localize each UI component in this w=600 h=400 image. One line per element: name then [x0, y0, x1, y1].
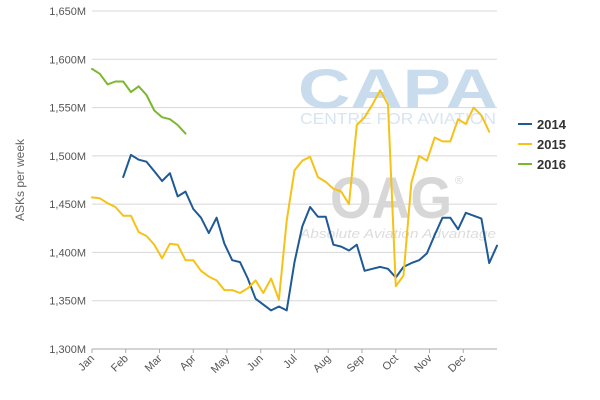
x-tick-label: May [209, 352, 233, 376]
capa-tagline: CENTRE FOR AVIATION [300, 111, 496, 128]
x-tick-label: Oct [380, 353, 401, 374]
x-tick-label: Nov [412, 352, 435, 375]
oag-registered-mark: ® [455, 175, 463, 187]
y-tick-label: 1,650M [49, 6, 86, 18]
y-tick-label: 1,300M [49, 344, 86, 356]
oag-tagline: Absolute Aviation Advantage [299, 226, 496, 241]
x-tick-label: Dec [446, 352, 469, 375]
y-tick-label: 1,600M [49, 54, 86, 66]
series-lines [91, 67, 498, 312]
x-tick-label: Jun [245, 353, 266, 374]
legend-label-2016: 2016 [537, 157, 566, 172]
y-tick-label: 1,350M [49, 296, 86, 308]
x-tick-label: Sep [345, 353, 367, 375]
capa-logo: CAPA CENTRE FOR AVIATION [298, 57, 498, 128]
y-tick-label: 1,500M [49, 151, 86, 163]
legend-label-2015: 2015 [537, 137, 566, 152]
y-tick-label: 1,450M [49, 199, 86, 211]
series-line-2016 [91, 67, 187, 135]
y-axis-label: ASKs per week [13, 138, 27, 221]
x-axis: Jan Feb Mar Apr May Jun Jul Aug Sep Oct Nov Dec [76, 348, 497, 376]
legend: 2014 2015 2016 [518, 117, 567, 172]
y-axis: 1,300M 1,350M 1,400M 1,450M 1,500M 1,550M 1,60… [49, 6, 86, 356]
legend-label-2014: 2014 [537, 117, 567, 132]
x-tick-label: Jul [281, 353, 299, 371]
y-tick-label: 1,400M [49, 247, 86, 259]
x-tick-label: Aug [311, 353, 333, 375]
series-line-2015 [91, 89, 491, 301]
y-tick-label: 1,550M [49, 103, 86, 115]
x-tick-label: Mar [143, 352, 165, 374]
series-line-2014 [122, 153, 498, 312]
x-tick-label: Apr [178, 352, 199, 373]
x-tick-label: Feb [109, 353, 131, 375]
capa-logo-text: CAPA [298, 57, 498, 120]
